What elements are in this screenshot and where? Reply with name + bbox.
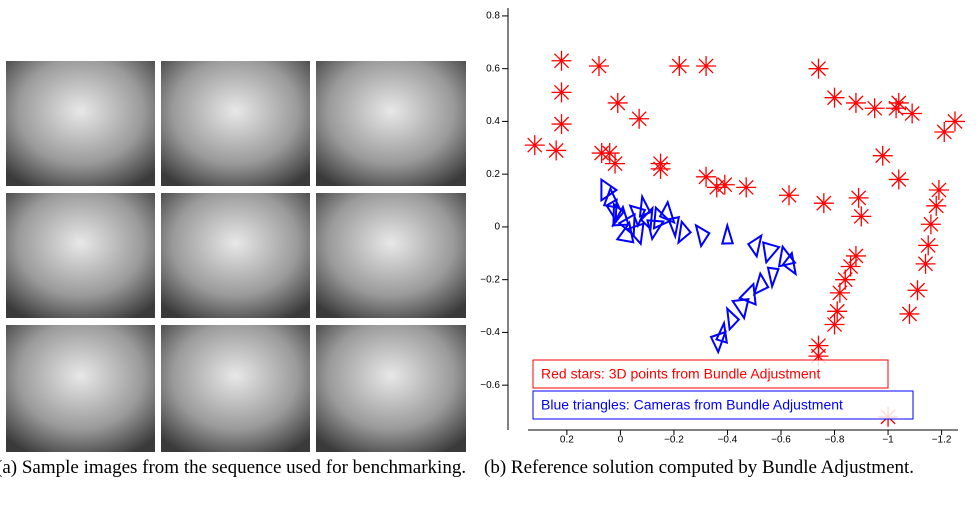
y-tick-label: −0.2 <box>480 274 500 285</box>
star-point <box>945 111 965 131</box>
y-tick-label: 0.6 <box>486 63 500 74</box>
star-point <box>846 93 866 113</box>
star-point <box>651 159 671 179</box>
y-tick-label: 0.2 <box>486 169 500 180</box>
star-point <box>696 56 716 76</box>
x-tick-label: −0.2 <box>664 435 684 446</box>
x-tick-label: −0.4 <box>718 435 738 446</box>
legend-label: Red stars: 3D points from Bundle Adjustm… <box>541 366 820 382</box>
star-point <box>889 169 909 189</box>
triangle-point <box>763 243 779 263</box>
star-point <box>827 301 847 321</box>
triangle-point <box>607 200 617 220</box>
y-tick-label: 0.4 <box>486 116 500 127</box>
sample-image <box>161 193 310 318</box>
x-tick-label: 0 <box>618 435 624 446</box>
x-tick-label: −1.2 <box>932 435 952 446</box>
star-point <box>546 140 566 160</box>
sample-image <box>6 193 155 318</box>
star-point <box>921 214 941 234</box>
sample-image <box>161 61 310 186</box>
star-point <box>846 246 866 266</box>
star-point <box>918 235 938 255</box>
triangle-point <box>727 309 739 330</box>
star-point <box>715 175 735 195</box>
star-point <box>605 154 625 174</box>
triangle-point <box>696 225 709 246</box>
x-tick-label: −0.8 <box>825 435 845 446</box>
triangle-point <box>748 236 761 257</box>
y-tick-label: −0.4 <box>480 327 500 338</box>
star-point <box>849 188 869 208</box>
star-point <box>929 180 949 200</box>
x-tick-label: 0.2 <box>560 435 574 446</box>
sample-image <box>316 61 466 186</box>
star-point <box>552 51 572 71</box>
star-point <box>629 109 649 129</box>
star-point <box>926 196 946 216</box>
sample-image <box>6 325 155 452</box>
star-point <box>899 304 919 324</box>
star-point <box>825 315 845 335</box>
page: {"captions": ["(a) Sample images from th… <box>0 0 978 517</box>
triangle-point <box>754 274 768 294</box>
sample-image <box>161 325 310 452</box>
caption-b: (b) Reference solution computed by Bundl… <box>484 456 976 480</box>
y-tick-label: 0 <box>494 222 500 233</box>
star-point <box>830 283 850 303</box>
star-point <box>669 56 689 76</box>
sample-image <box>316 193 466 318</box>
image-grid <box>6 61 466 452</box>
star-point <box>589 56 609 76</box>
triangle-point <box>768 268 778 287</box>
star-point <box>552 82 572 102</box>
star-point <box>865 98 885 118</box>
star-point <box>707 177 727 197</box>
star-point <box>873 146 893 166</box>
star-point <box>814 193 834 213</box>
y-tick-label: 0.8 <box>486 11 500 22</box>
sample-image <box>6 61 155 186</box>
legend-label: Blue triangles: Cameras from Bundle Adju… <box>541 397 843 413</box>
x-tick-label: −1 <box>882 435 894 446</box>
star-point <box>600 143 620 163</box>
triangle-point <box>722 226 732 244</box>
star-point <box>902 104 922 124</box>
star-point <box>779 185 799 205</box>
x-tick-label: −0.6 <box>771 435 791 446</box>
star-point <box>552 114 572 134</box>
star-point <box>525 135 545 155</box>
star-point <box>851 206 871 226</box>
star-point <box>908 280 928 300</box>
sample-image <box>316 325 466 452</box>
star-point <box>825 88 845 108</box>
figure: −0.6 −0.4 −0.2 0 0.2 0.4 0.6 0.8 0.2 0 −0.2 −0.4 −0.… <box>0 0 978 517</box>
star-point <box>889 93 909 113</box>
star-point <box>808 59 828 79</box>
triangle-point <box>679 222 691 243</box>
star-point <box>736 177 756 197</box>
caption-a: (a) Sample images from the sequence used… <box>0 456 470 480</box>
star-point <box>916 254 936 274</box>
y-tick-label: −0.6 <box>480 380 500 391</box>
star-point <box>608 93 628 113</box>
star-point <box>886 98 906 118</box>
